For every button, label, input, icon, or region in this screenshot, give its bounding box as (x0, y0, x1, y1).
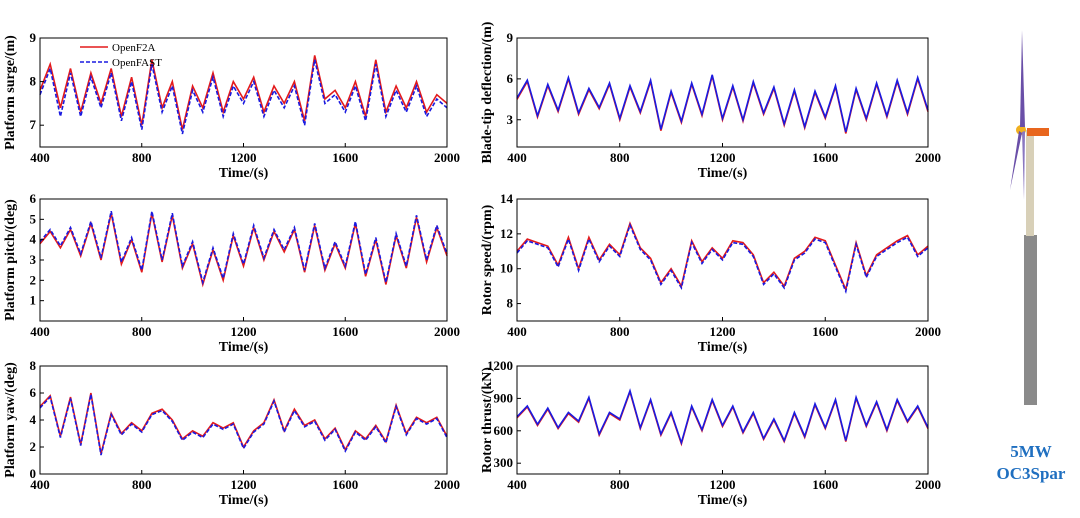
nacelle (1027, 128, 1049, 136)
y-axis-label: Platform yaw/(deg) (3, 362, 18, 478)
x-tick-label: 800 (132, 477, 152, 492)
y-tick-label: 9 (30, 30, 37, 45)
x-tick-label: 2000 (434, 150, 460, 165)
x-tick-label: 2000 (915, 150, 941, 165)
x-axis-label: Time/(s) (219, 166, 269, 181)
series-line (39, 213, 448, 288)
y-tick-label: 10 (500, 261, 513, 276)
y-tick-label: 8 (30, 74, 37, 89)
x-tick-label: 400 (30, 324, 50, 339)
y-tick-label: 1 (30, 293, 37, 308)
y-tick-label: 3 (507, 112, 514, 127)
y-tick-label: 8 (30, 358, 37, 373)
y-tick-label: 4 (30, 412, 37, 427)
legend-label: OpenFAST (112, 57, 162, 69)
x-tick-label: 1200 (710, 150, 736, 165)
x-tick-label: 400 (507, 477, 527, 492)
y-tick-label: 14 (500, 191, 514, 206)
series-line (39, 59, 448, 135)
y-axis-label: Rotor speed/(rpm) (480, 204, 495, 315)
x-tick-label: 1600 (812, 150, 838, 165)
x-tick-label: 800 (610, 324, 630, 339)
x-tick-label: 2000 (915, 324, 941, 339)
y-axis-label: Blade-tip deflection/(m) (480, 21, 495, 163)
x-tick-label: 2000 (434, 477, 460, 492)
series-line (516, 222, 929, 295)
x-tick-label: 2000 (915, 477, 941, 492)
y-tick-label: 6 (30, 385, 37, 400)
y-tick-label: 1200 (487, 358, 513, 373)
plot-frame (516, 37, 929, 148)
x-tick-label: 800 (132, 150, 152, 165)
turbine (1010, 30, 1049, 405)
x-tick-label: 1200 (231, 324, 257, 339)
y-axis-label: Platform surge/(m) (3, 35, 18, 150)
x-tick-label: 800 (610, 150, 630, 165)
y-tick-label: 7 (30, 117, 37, 132)
x-tick-label: 1600 (332, 150, 358, 165)
y-tick-label: 600 (494, 423, 514, 438)
spar (1024, 235, 1037, 405)
series-line (516, 75, 929, 134)
y-tick-label: 9 (507, 30, 514, 45)
series-line (39, 211, 448, 286)
x-tick-label: 1600 (332, 324, 358, 339)
x-tick-label: 1200 (231, 477, 257, 492)
y-tick-label: 3 (30, 252, 37, 267)
x-tick-label: 800 (132, 324, 152, 339)
x-tick-label: 1200 (231, 150, 257, 165)
x-tick-label: 1600 (812, 324, 838, 339)
series-line (516, 74, 929, 133)
plot-frame (39, 365, 448, 475)
x-tick-label: 800 (610, 477, 630, 492)
x-tick-label: 1200 (710, 324, 736, 339)
x-axis-label: Time/(s) (698, 340, 748, 355)
caption: 5MW (1010, 442, 1052, 461)
blade (1010, 131, 1022, 190)
x-tick-label: 1200 (710, 477, 736, 492)
y-tick-label: 4 (30, 232, 37, 247)
y-tick-label: 2 (30, 272, 37, 287)
blade (1020, 30, 1025, 127)
x-axis-label: Time/(s) (219, 493, 269, 508)
x-tick-label: 400 (507, 324, 527, 339)
series-line (516, 388, 929, 446)
x-tick-label: 1600 (332, 477, 358, 492)
y-tick-label: 2 (30, 439, 37, 454)
x-axis-label: Time/(s) (219, 340, 269, 355)
series-line (39, 392, 448, 454)
y-axis-label: Platform pitch/(deg) (3, 199, 18, 321)
legend-label: OpenF2A (112, 42, 155, 54)
tower (1026, 130, 1034, 236)
x-axis-label: Time/(s) (698, 166, 748, 181)
y-tick-label: 900 (494, 390, 514, 405)
blade (1022, 131, 1025, 200)
series-line (516, 389, 929, 447)
plot-frame (39, 37, 448, 148)
y-tick-label: 6 (507, 71, 514, 86)
y-tick-label: 0 (30, 466, 37, 481)
y-tick-label: 300 (494, 455, 514, 470)
y-tick-label: 6 (30, 191, 37, 206)
y-tick-label: 5 (30, 211, 37, 226)
series-line (516, 221, 929, 293)
x-tick-label: 400 (507, 150, 527, 165)
y-axis-label: Rotor thrust/(kN) (480, 367, 495, 473)
y-tick-label: 8 (507, 296, 514, 311)
y-tick-label: 12 (500, 226, 513, 241)
x-axis-label: Time/(s) (698, 493, 748, 508)
x-tick-label: 400 (30, 150, 50, 165)
series-line (39, 55, 448, 130)
caption: OC3Spar (997, 464, 1066, 483)
x-tick-label: 1600 (812, 477, 838, 492)
x-tick-label: 400 (30, 477, 50, 492)
x-tick-label: 2000 (434, 324, 460, 339)
